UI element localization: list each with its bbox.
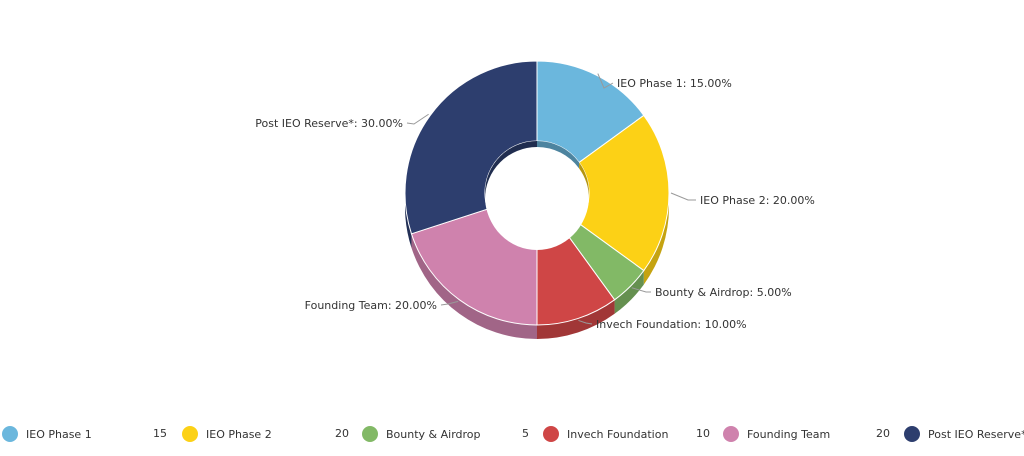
slice-side-2 [614,270,644,314]
legend-color-swatch [543,426,559,442]
legend-label: IEO Phase 1 [26,427,92,441]
slice-label-5: Post IEO Reserve*: 30.00% [255,117,403,130]
slice-label-4: Founding Team: 20.00% [305,299,437,312]
legend-item[interactable]: Post IEO Reserve* [904,420,1024,448]
donut-hole-face [486,148,588,250]
legend-value: 10 [696,427,710,440]
slice-label-2: Bounty & Airdrop: 5.00% [655,286,792,299]
legend-label: IEO Phase 2 [206,427,272,441]
legend-item[interactable]: Founding Team [723,420,830,448]
legend-color-swatch [2,426,18,442]
legend-value: 20 [335,427,349,440]
legend-value: 20 [876,427,890,440]
slice-connector-0 [597,73,614,89]
legend-item[interactable]: Invech Foundation [543,420,668,448]
chart-legend: IEO Phase 1 15 IEO Phase 2 20 Bounty & Airdr… [0,420,1024,448]
slice-inner-wall-5-1 [485,141,537,199]
legend-item[interactable]: IEO Phase 2 [182,420,272,448]
legend-color-swatch [182,426,198,442]
legend-item[interactable]: Bounty & Airdrop [362,420,481,448]
legend-item[interactable]: IEO Phase 1 [2,420,92,448]
legend-label: Founding Team [747,427,831,441]
legend-color-swatch [904,426,920,442]
donut-chart: IEO Phase 1: 15.00% IEO Phase 2: 20.00% Bo… [255,60,815,339]
slice-connector-5 [406,113,429,125]
legend-color-swatch [362,426,378,442]
slice-connector-2 [631,287,651,293]
slice-connector-4 [440,300,459,306]
slice-label-3: Invech Foundation: 10.00% [596,318,747,331]
slice-label-1: IEO Phase 2: 20.00% [700,194,815,207]
legend-label: Bounty & Airdrop [386,427,481,441]
slice-connector-3 [578,319,593,325]
legend-label: Invech Foundation [567,427,669,441]
slice-label-0: IEO Phase 1: 15.00% [617,77,732,90]
legend-value: 5 [522,427,529,440]
legend-value: 15 [153,427,167,440]
slice-inner-wall-1-0 [579,162,589,199]
slice-connector-1 [670,192,696,201]
slice-side-4 [411,233,537,339]
slice-inner-wall-0-0 [537,141,580,169]
legend-color-swatch [723,426,739,442]
legend-label: Post IEO Reserve* [928,427,1024,441]
